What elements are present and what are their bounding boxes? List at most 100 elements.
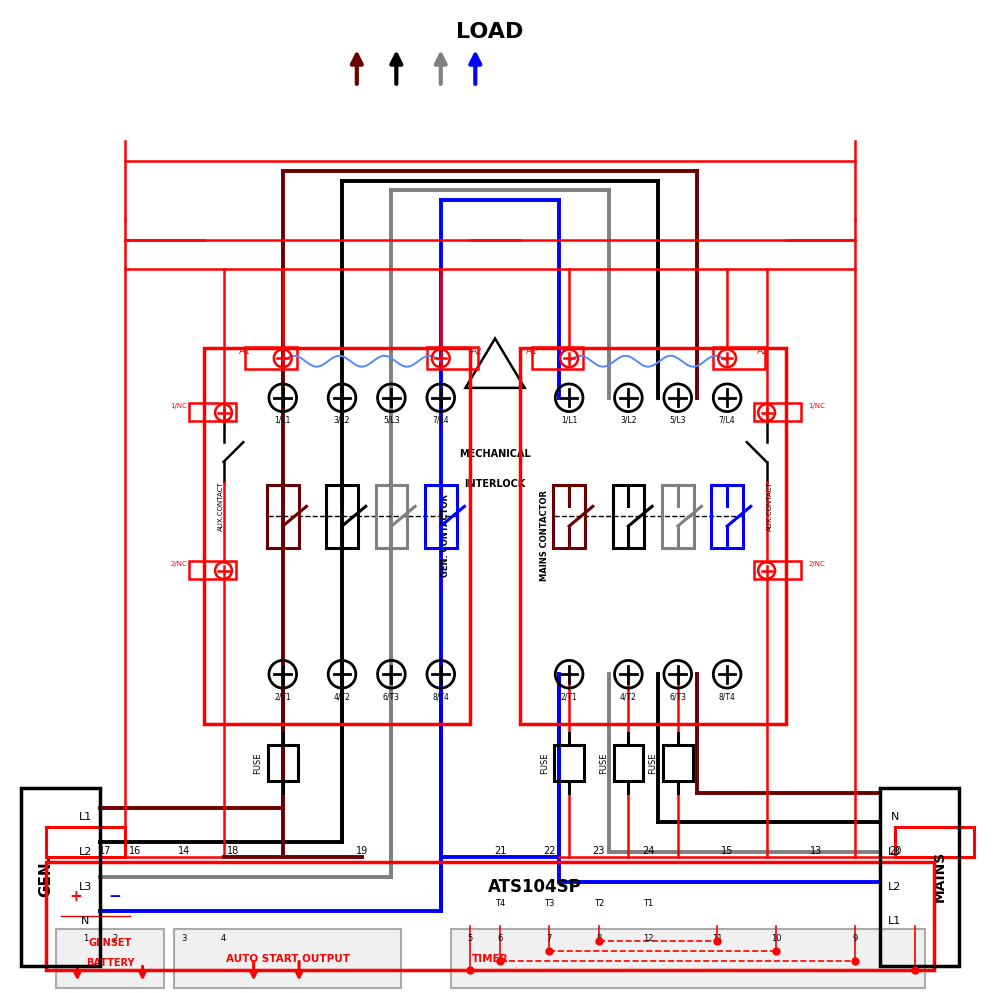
Bar <box>376 485 407 548</box>
Text: L2: L2 <box>888 882 902 892</box>
Bar <box>532 348 583 369</box>
Text: 20: 20 <box>889 846 901 856</box>
Text: 15: 15 <box>721 846 733 856</box>
Bar <box>713 348 765 369</box>
Text: 19: 19 <box>356 846 368 856</box>
Text: 5/L3: 5/L3 <box>383 415 400 425</box>
Text: FUSE: FUSE <box>649 753 658 774</box>
Text: 2: 2 <box>112 933 118 942</box>
Text: N: N <box>81 917 89 926</box>
Text: FUSE: FUSE <box>599 753 608 774</box>
Text: 21: 21 <box>494 846 506 856</box>
Text: T4: T4 <box>495 900 505 909</box>
Text: T1: T1 <box>643 900 653 909</box>
Text: FUSE: FUSE <box>254 753 263 774</box>
Text: 3/L2: 3/L2 <box>334 415 350 425</box>
Bar <box>711 485 743 548</box>
Bar <box>326 485 358 548</box>
Bar <box>451 929 925 988</box>
Text: 2/T1: 2/T1 <box>561 692 577 701</box>
Bar <box>189 403 236 421</box>
Bar <box>613 485 644 548</box>
Text: N: N <box>891 812 899 822</box>
Text: MAINS: MAINS <box>932 851 946 903</box>
Text: L3: L3 <box>888 847 902 857</box>
Bar <box>895 827 974 857</box>
Text: 11: 11 <box>712 933 722 942</box>
Text: 1/L1: 1/L1 <box>561 415 577 425</box>
Bar <box>427 348 478 369</box>
Text: 4: 4 <box>221 933 226 942</box>
Bar <box>663 746 693 780</box>
Text: T3: T3 <box>544 900 555 909</box>
Bar <box>56 929 164 988</box>
Text: 18: 18 <box>227 846 240 856</box>
Text: ATS104SP: ATS104SP <box>488 878 581 897</box>
Text: 16: 16 <box>129 846 141 856</box>
Bar <box>662 485 694 548</box>
Text: MAINS CONTACTOR: MAINS CONTACTOR <box>540 491 549 582</box>
Text: 1/L1: 1/L1 <box>275 415 291 425</box>
Bar <box>425 485 457 548</box>
Text: TIMER: TIMER <box>472 953 508 963</box>
Text: 7/L4: 7/L4 <box>432 415 449 425</box>
Text: 2/NC: 2/NC <box>808 561 825 567</box>
Bar <box>520 349 786 724</box>
Text: L1: L1 <box>79 812 92 822</box>
Text: MECHANICAL: MECHANICAL <box>459 449 531 459</box>
Text: 6: 6 <box>497 933 503 942</box>
Text: 6/T3: 6/T3 <box>383 692 400 701</box>
Text: BATTERY: BATTERY <box>86 957 134 968</box>
Bar <box>554 746 584 780</box>
Text: A1: A1 <box>526 348 538 356</box>
Text: 9: 9 <box>853 933 858 942</box>
Text: GENSET: GENSET <box>88 937 132 947</box>
Text: 23: 23 <box>593 846 605 856</box>
Text: 14: 14 <box>178 846 190 856</box>
Text: A2: A2 <box>757 348 769 356</box>
Text: AUTO START OUTPUT: AUTO START OUTPUT <box>226 953 350 963</box>
Text: A2: A2 <box>470 348 482 356</box>
Text: GEN. CONTACTOR: GEN. CONTACTOR <box>441 495 450 578</box>
Bar <box>174 929 401 988</box>
Bar <box>204 349 470 724</box>
Text: LOAD: LOAD <box>456 23 524 43</box>
Text: 22: 22 <box>543 846 556 856</box>
Text: 10: 10 <box>771 933 782 942</box>
Text: 1/NC: 1/NC <box>808 402 825 409</box>
Text: FUSE: FUSE <box>540 753 549 774</box>
Bar <box>553 485 585 548</box>
Bar <box>267 485 299 548</box>
Text: 2/NC: 2/NC <box>170 561 187 567</box>
Text: L3: L3 <box>79 882 92 892</box>
Text: A1: A1 <box>239 348 251 356</box>
Text: L2: L2 <box>79 847 92 857</box>
Bar <box>880 787 959 965</box>
Bar <box>614 746 643 780</box>
Text: 5/L3: 5/L3 <box>669 415 686 425</box>
Text: −: − <box>109 890 121 905</box>
Text: 7/L4: 7/L4 <box>719 415 735 425</box>
Text: 12: 12 <box>643 933 653 942</box>
Text: 2/T1: 2/T1 <box>274 692 291 701</box>
Bar <box>245 348 297 369</box>
Bar <box>46 862 934 970</box>
Text: 4/T2: 4/T2 <box>620 692 637 701</box>
Text: T2: T2 <box>594 900 604 909</box>
Bar <box>754 403 801 421</box>
Text: 5: 5 <box>468 933 473 942</box>
Bar <box>754 561 801 580</box>
Text: AUX.CONTACT: AUX.CONTACT <box>767 482 773 531</box>
Text: 6/T3: 6/T3 <box>669 692 686 701</box>
Text: 13: 13 <box>810 846 822 856</box>
Text: L1: L1 <box>888 917 902 926</box>
Text: 17: 17 <box>99 846 111 856</box>
Bar <box>268 746 298 780</box>
Text: 1/NC: 1/NC <box>170 402 187 409</box>
Bar <box>46 827 125 857</box>
Text: 24: 24 <box>642 846 654 856</box>
Text: GEN.: GEN. <box>38 856 53 898</box>
Bar <box>189 561 236 580</box>
Text: 8/T4: 8/T4 <box>719 692 736 701</box>
Text: INTERLOCK: INTERLOCK <box>464 479 526 489</box>
